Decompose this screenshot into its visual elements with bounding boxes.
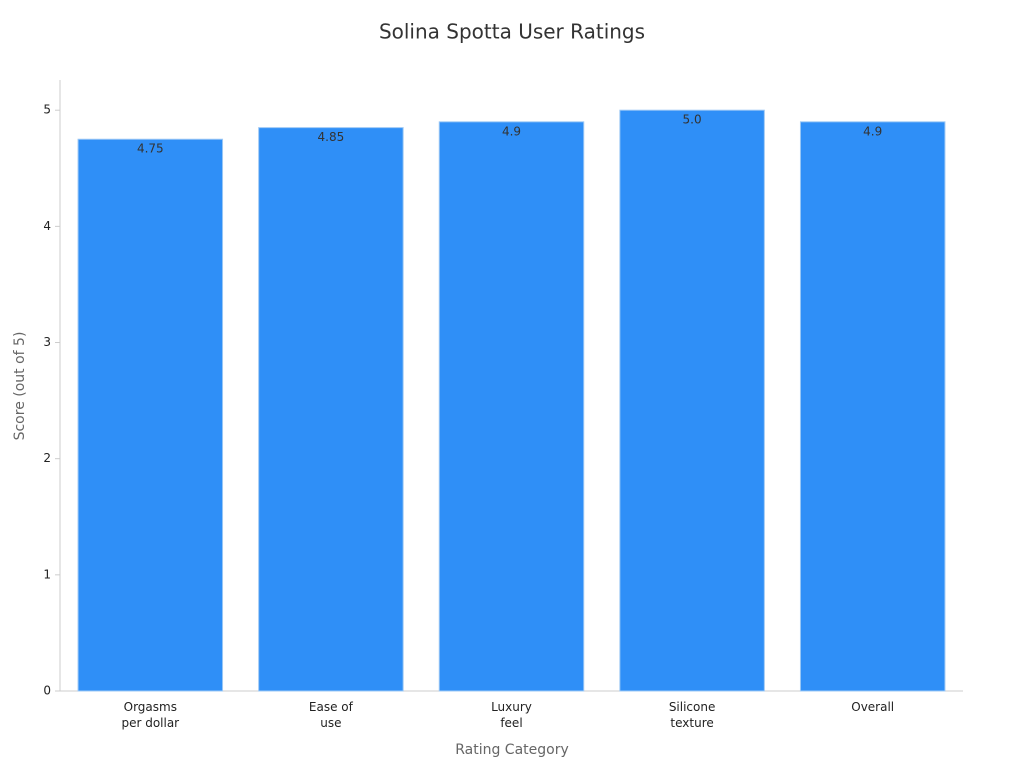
y-tick-label: 4 [43, 219, 51, 233]
x-tick-label: Orgasms per dollar [121, 700, 179, 730]
x-tick-label: Silicone texture [669, 700, 716, 730]
value-label: 4.85 [318, 130, 345, 144]
x-tick-label: Luxury feel [491, 700, 532, 730]
bar [77, 138, 224, 692]
chart-title: Solina Spotta User Ratings [379, 20, 645, 44]
x-tick-label: Ease of use [309, 700, 354, 730]
value-label: 4.75 [137, 142, 164, 156]
bar [258, 127, 404, 692]
value-label: 5.0 [683, 113, 702, 127]
x-tick-label: Overall [851, 700, 894, 714]
bar [619, 109, 765, 692]
y-tick-label: 1 [43, 567, 51, 581]
x-axis-label: Rating Category [455, 742, 569, 758]
bar [799, 121, 946, 692]
y-tick-label: 3 [43, 335, 51, 349]
y-axis-label: Score (out of 5) [12, 332, 28, 441]
y-tick-label: 2 [43, 451, 51, 465]
y-tick-label: 5 [43, 103, 51, 117]
bar [438, 121, 585, 692]
y-tick-label: 0 [43, 684, 51, 698]
value-label: 4.9 [502, 124, 521, 138]
value-label: 4.9 [863, 124, 882, 138]
